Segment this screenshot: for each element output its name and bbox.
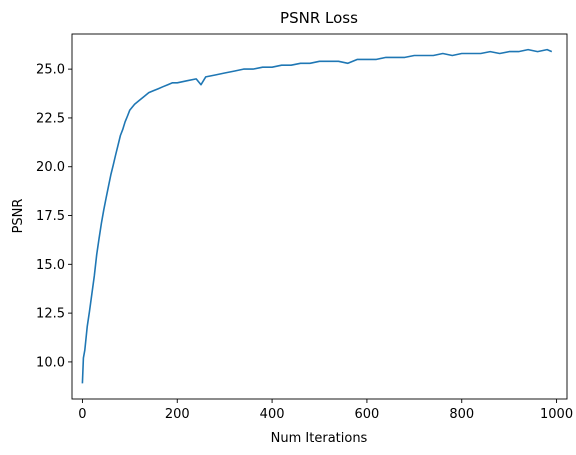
axes-frame: [71, 33, 568, 400]
y-tick-label: 22.5: [36, 111, 65, 126]
plot-area: [81, 48, 553, 384]
x-tick-label: 800: [449, 407, 474, 422]
series-line-psnr: [81, 48, 553, 384]
x-tick-label: 600: [354, 407, 379, 422]
x-axis-label: Num Iterations: [271, 431, 368, 446]
y-tick-label: 25.0: [36, 63, 65, 78]
y-tick-label: 20.0: [36, 160, 65, 175]
y-tick-label: 17.5: [36, 209, 65, 224]
y-tick-label: 10.0: [36, 355, 65, 370]
x-tick-label: 400: [260, 407, 285, 422]
chart-title: PSNR Loss: [280, 9, 358, 27]
y-axis-ticks: 10.0 12.5 15.0 17.5 20.0 22.5 25.0: [36, 63, 72, 370]
x-axis-ticks: 0 200 400 600 800 1000: [78, 399, 573, 422]
y-tick-label: 15.0: [36, 258, 65, 273]
x-tick-label: 200: [165, 407, 190, 422]
y-tick-label: 12.5: [36, 307, 65, 322]
y-axis-label: PSNR: [11, 199, 26, 234]
x-tick-label: 1000: [540, 407, 573, 422]
x-tick-label: 0: [78, 407, 86, 422]
